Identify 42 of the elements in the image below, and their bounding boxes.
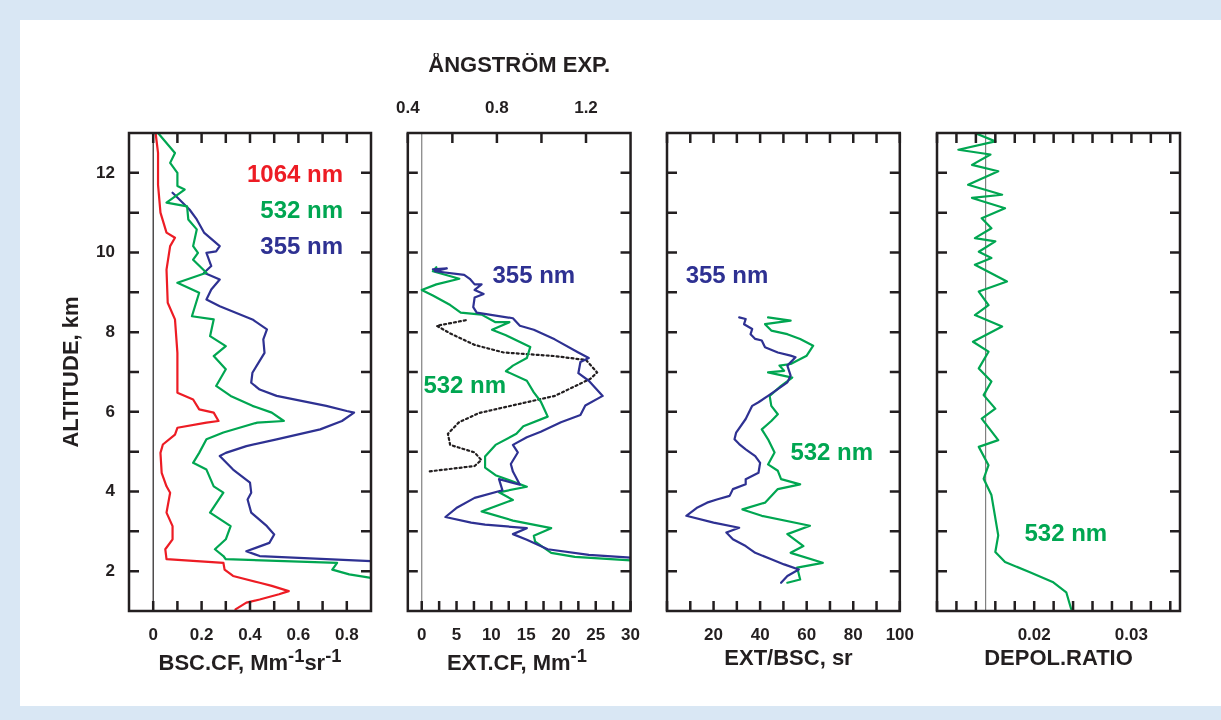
x-tick-label: 0.03 [1114, 624, 1148, 644]
series-label: 532 nm [423, 370, 507, 398]
y-tick-label: 10 [96, 242, 115, 262]
x2-tick-label: 0.8 [485, 98, 509, 118]
x-tick-label: 0.6 [286, 624, 311, 644]
x-tick-label: 0.2 [189, 624, 214, 644]
y-tick-label: 6 [105, 401, 115, 421]
x-axis-title: DEPOL.RATIO [983, 645, 1134, 671]
x2-tick-label: 1.2 [574, 98, 598, 118]
x-tick-label: 0 [417, 624, 427, 644]
x-tick-label: 0.4 [238, 624, 263, 644]
x-tick-label: 60 [797, 624, 817, 644]
x2-axis-title: ÅNGSTRÖM EXP. [428, 51, 611, 78]
x-tick-label: 0 [148, 624, 158, 644]
x-axis-title: BSC.CF, Mm$^{-1}$sr$^{-1}$ [158, 645, 342, 676]
series-label: 355 nm [685, 261, 769, 289]
x-axis-title: EXT.CF, Mm$^{-1}$ [447, 645, 587, 676]
x-tick-label: 40 [750, 624, 770, 644]
x-tick-label: 0.02 [1017, 624, 1051, 644]
x-tick-label: 5 [451, 624, 462, 644]
text: 1064 nm [246, 159, 343, 187]
x-tick-label: 20 [704, 624, 724, 644]
series-label: 532 nm [1024, 519, 1108, 547]
x2-tick-label: 0.4 [396, 98, 421, 118]
x-tick-label: 100 [885, 624, 915, 644]
x-tick-label: 80 [843, 624, 863, 644]
x-tick-label: 25 [586, 624, 606, 644]
x-axis-title: EXT/BSC, sr [724, 645, 853, 670]
x-tick-label: 0.8 [334, 624, 359, 644]
series-label: 532 nm [790, 437, 874, 465]
x-tick-label: 10 [481, 624, 501, 644]
text: 532 nm [260, 195, 343, 223]
y-tick-label: 12 [96, 162, 115, 182]
y-tick-label: 8 [105, 321, 115, 341]
y-axis-title: ALTITUDE, km [58, 296, 84, 448]
x-tick-label: 20 [551, 624, 571, 644]
x-tick-label: 30 [621, 624, 641, 644]
series-label: 355 nm [492, 261, 576, 289]
series-label: 355 nm [260, 231, 343, 259]
y-tick-label: 2 [105, 560, 115, 580]
y-tick-label: 4 [105, 481, 116, 501]
x-tick-label: 15 [516, 624, 536, 644]
